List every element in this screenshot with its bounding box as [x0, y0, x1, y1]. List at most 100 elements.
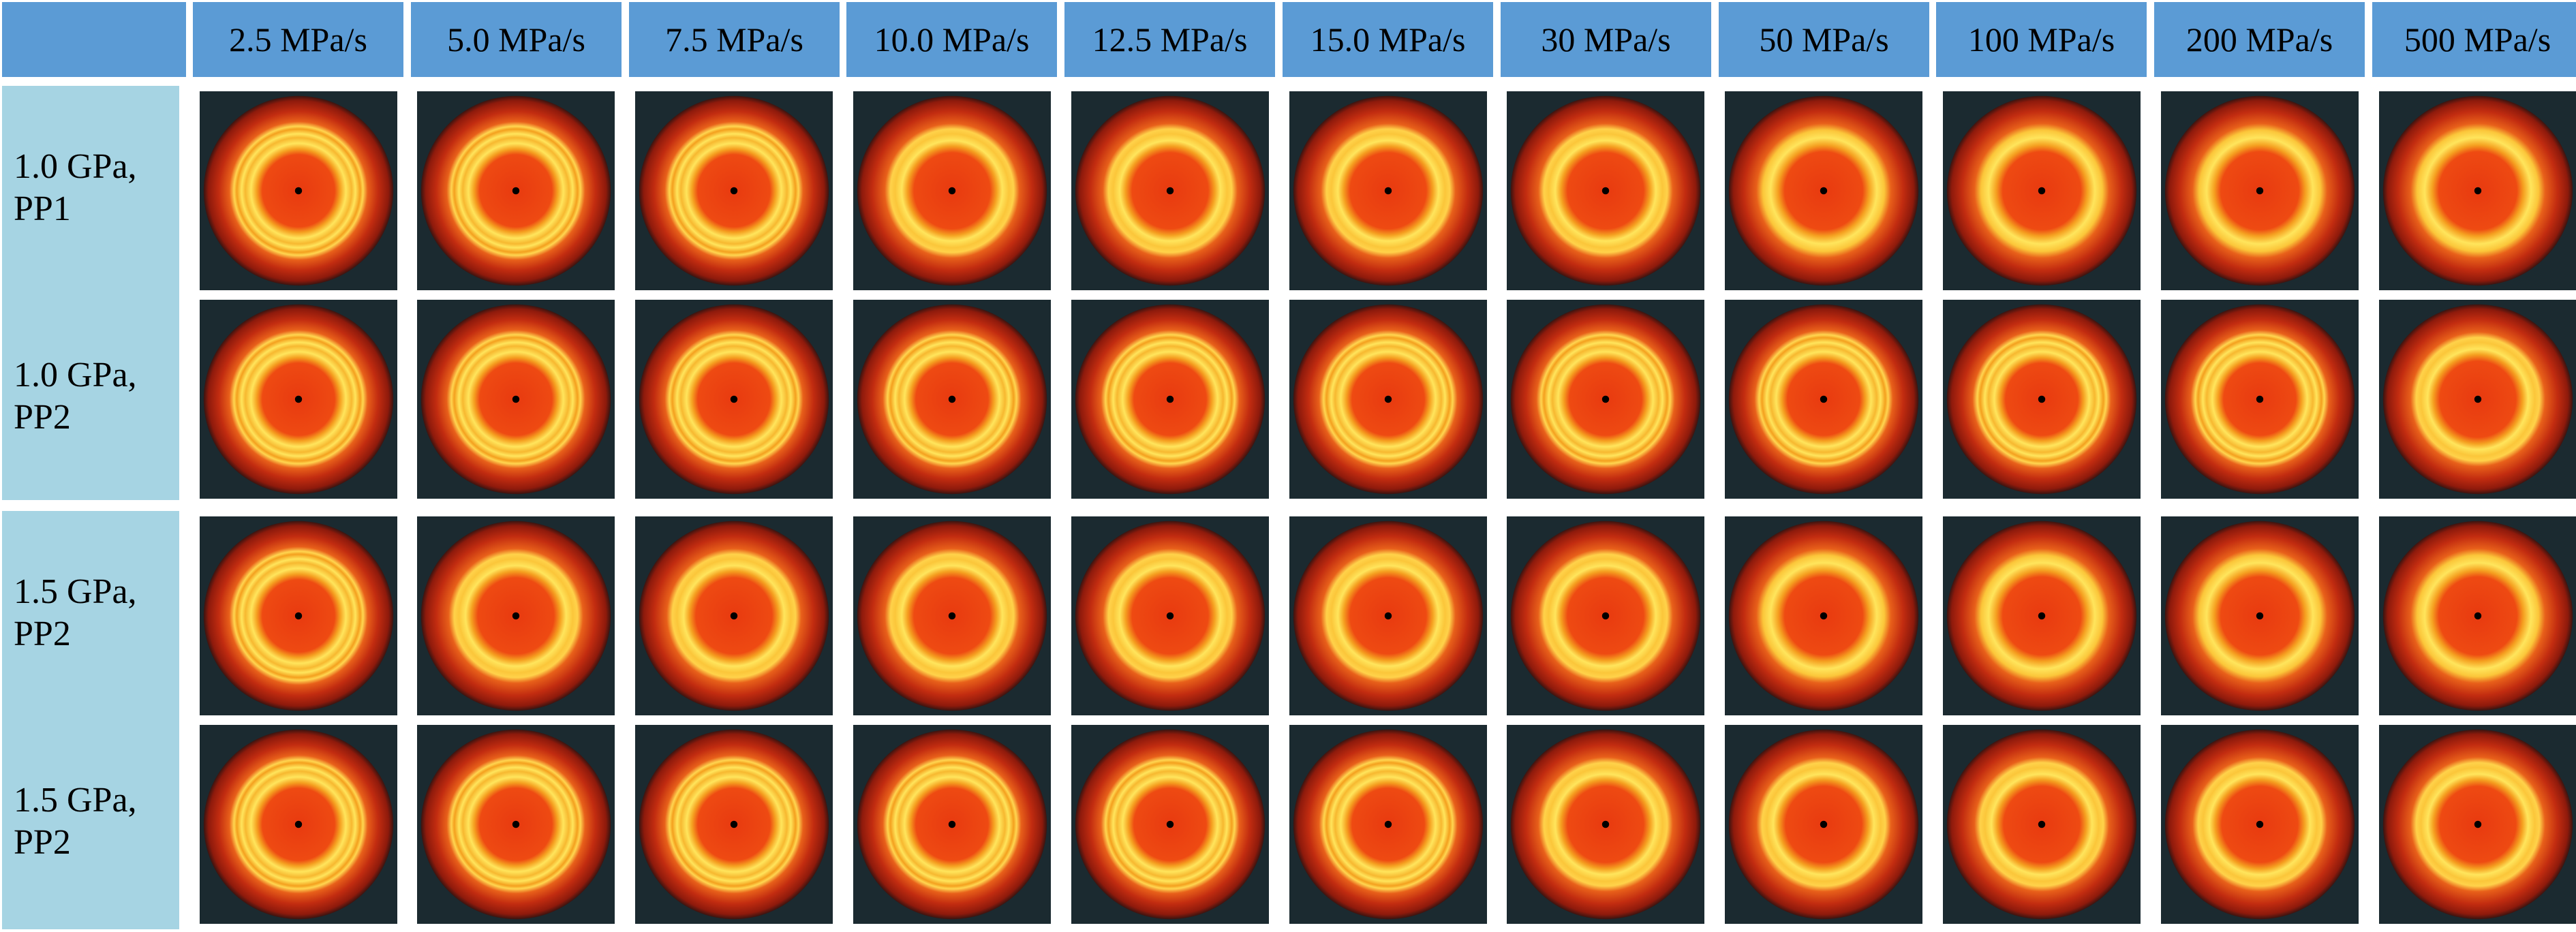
- diffraction-pattern-image: [2379, 516, 2576, 715]
- beam-stop: [1166, 395, 1174, 403]
- diffraction-pattern-image: [2161, 91, 2359, 290]
- column-header: 7.5 MPa/s: [629, 2, 840, 77]
- diffraction-pattern-image: [853, 725, 1051, 924]
- beam-stop: [1384, 820, 1392, 828]
- column-header: 500 MPa/s: [2372, 2, 2576, 77]
- row-label-sample: PP2: [14, 823, 71, 862]
- column-header: 12.5 MPa/s: [1064, 2, 1275, 77]
- diffraction-pattern-image: [2379, 91, 2576, 290]
- beam-stop: [2256, 187, 2264, 195]
- beam-stop: [730, 612, 738, 620]
- beam-stop: [512, 612, 520, 620]
- diffraction-pattern-image: [635, 91, 833, 290]
- beam-stop: [294, 395, 303, 403]
- diffraction-pattern-image: [1507, 300, 1704, 499]
- diffraction-pattern-image: [417, 300, 615, 499]
- beam-stop: [1601, 187, 1610, 195]
- beam-stop: [1384, 187, 1392, 195]
- row-label-sample: PP1: [14, 189, 71, 228]
- diffraction-pattern-image: [200, 300, 397, 499]
- diffraction-pattern-image: [1071, 91, 1269, 290]
- diffraction-pattern-image: [200, 725, 397, 924]
- diffraction-pattern-image: [417, 91, 615, 290]
- beam-stop: [1601, 612, 1610, 620]
- diffraction-pattern-image: [1507, 725, 1704, 924]
- diffraction-pattern-image: [1071, 516, 1269, 715]
- beam-stop: [2038, 612, 2046, 620]
- corner-cell: [2, 2, 186, 77]
- beam-stop: [512, 820, 520, 828]
- column-header: 50 MPa/s: [1719, 2, 1929, 77]
- beam-stop: [1384, 395, 1392, 403]
- beam-stop: [2474, 187, 2482, 195]
- diffraction-pattern-image: [1289, 91, 1487, 290]
- diffraction-pattern-image: [417, 725, 615, 924]
- diffraction-pattern-image: [635, 725, 833, 924]
- beam-stop: [294, 187, 303, 195]
- beam-stop: [294, 612, 303, 620]
- diffraction-pattern-image: [1725, 91, 1922, 290]
- diffraction-pattern-image: [1943, 725, 2141, 924]
- beam-stop: [730, 395, 738, 403]
- beam-stop: [1384, 612, 1392, 620]
- beam-stop: [948, 395, 956, 403]
- diffraction-pattern-image: [200, 91, 397, 290]
- column-header: 10.0 MPa/s: [846, 2, 1057, 77]
- beam-stop: [1820, 612, 1828, 620]
- diffraction-pattern-image: [1507, 91, 1704, 290]
- beam-stop: [2256, 820, 2264, 828]
- diffraction-pattern-image: [1943, 91, 2141, 290]
- diffraction-pattern-image: [2161, 300, 2359, 499]
- row-label-sample: PP2: [14, 615, 71, 653]
- row-label-block: [2, 86, 179, 500]
- diffraction-pattern-image: [2379, 300, 2576, 499]
- beam-stop: [730, 820, 738, 828]
- beam-stop: [2474, 395, 2482, 403]
- beam-stop: [1601, 820, 1610, 828]
- diffraction-pattern-image: [635, 516, 833, 715]
- row-label-condition: 1.0 GPa,: [14, 356, 137, 394]
- column-header: 100 MPa/s: [1936, 2, 2147, 77]
- row-label-sample: PP2: [14, 398, 71, 437]
- beam-stop: [512, 395, 520, 403]
- diffraction-pattern-image: [2161, 725, 2359, 924]
- beam-stop: [2256, 612, 2264, 620]
- beam-stop: [730, 187, 738, 195]
- diffraction-pattern-image: [1725, 725, 1922, 924]
- diffraction-pattern-image: [417, 516, 615, 715]
- beam-stop: [1820, 187, 1828, 195]
- beam-stop: [2038, 187, 2046, 195]
- diffraction-pattern-image: [1943, 516, 2141, 715]
- row-label: 1.0 GPa, PP2: [14, 354, 181, 439]
- diffraction-pattern-image: [635, 300, 833, 499]
- beam-stop: [1166, 820, 1174, 828]
- diffraction-pattern-image: [853, 516, 1051, 715]
- beam-stop: [1166, 187, 1174, 195]
- column-header: 200 MPa/s: [2154, 2, 2365, 77]
- row-label-condition: 1.0 GPa,: [14, 147, 137, 186]
- column-header: 15.0 MPa/s: [1283, 2, 1493, 77]
- beam-stop: [2038, 820, 2046, 828]
- row-label-condition: 1.5 GPa,: [14, 781, 137, 820]
- beam-stop: [2474, 820, 2482, 828]
- beam-stop: [1166, 612, 1174, 620]
- diffraction-pattern-image: [2379, 725, 2576, 924]
- column-header: 5.0 MPa/s: [411, 2, 622, 77]
- diffraction-pattern-image: [1071, 725, 1269, 924]
- beam-stop: [948, 612, 956, 620]
- diffraction-pattern-image: [1289, 300, 1487, 499]
- diffraction-pattern-image: [853, 91, 1051, 290]
- diffraction-pattern-image: [1725, 516, 1922, 715]
- row-label: 1.0 GPa, PP1: [14, 146, 181, 230]
- beam-stop: [512, 187, 520, 195]
- beam-stop: [1820, 395, 1828, 403]
- diffraction-pattern-image: [1943, 300, 2141, 499]
- beam-stop: [1820, 820, 1828, 828]
- row-label: 1.5 GPa, PP2: [14, 779, 181, 864]
- beam-stop: [948, 187, 956, 195]
- beam-stop: [1601, 395, 1610, 403]
- column-header: 2.5 MPa/s: [193, 2, 403, 77]
- diffraction-pattern-image: [1507, 516, 1704, 715]
- beam-stop: [948, 820, 956, 828]
